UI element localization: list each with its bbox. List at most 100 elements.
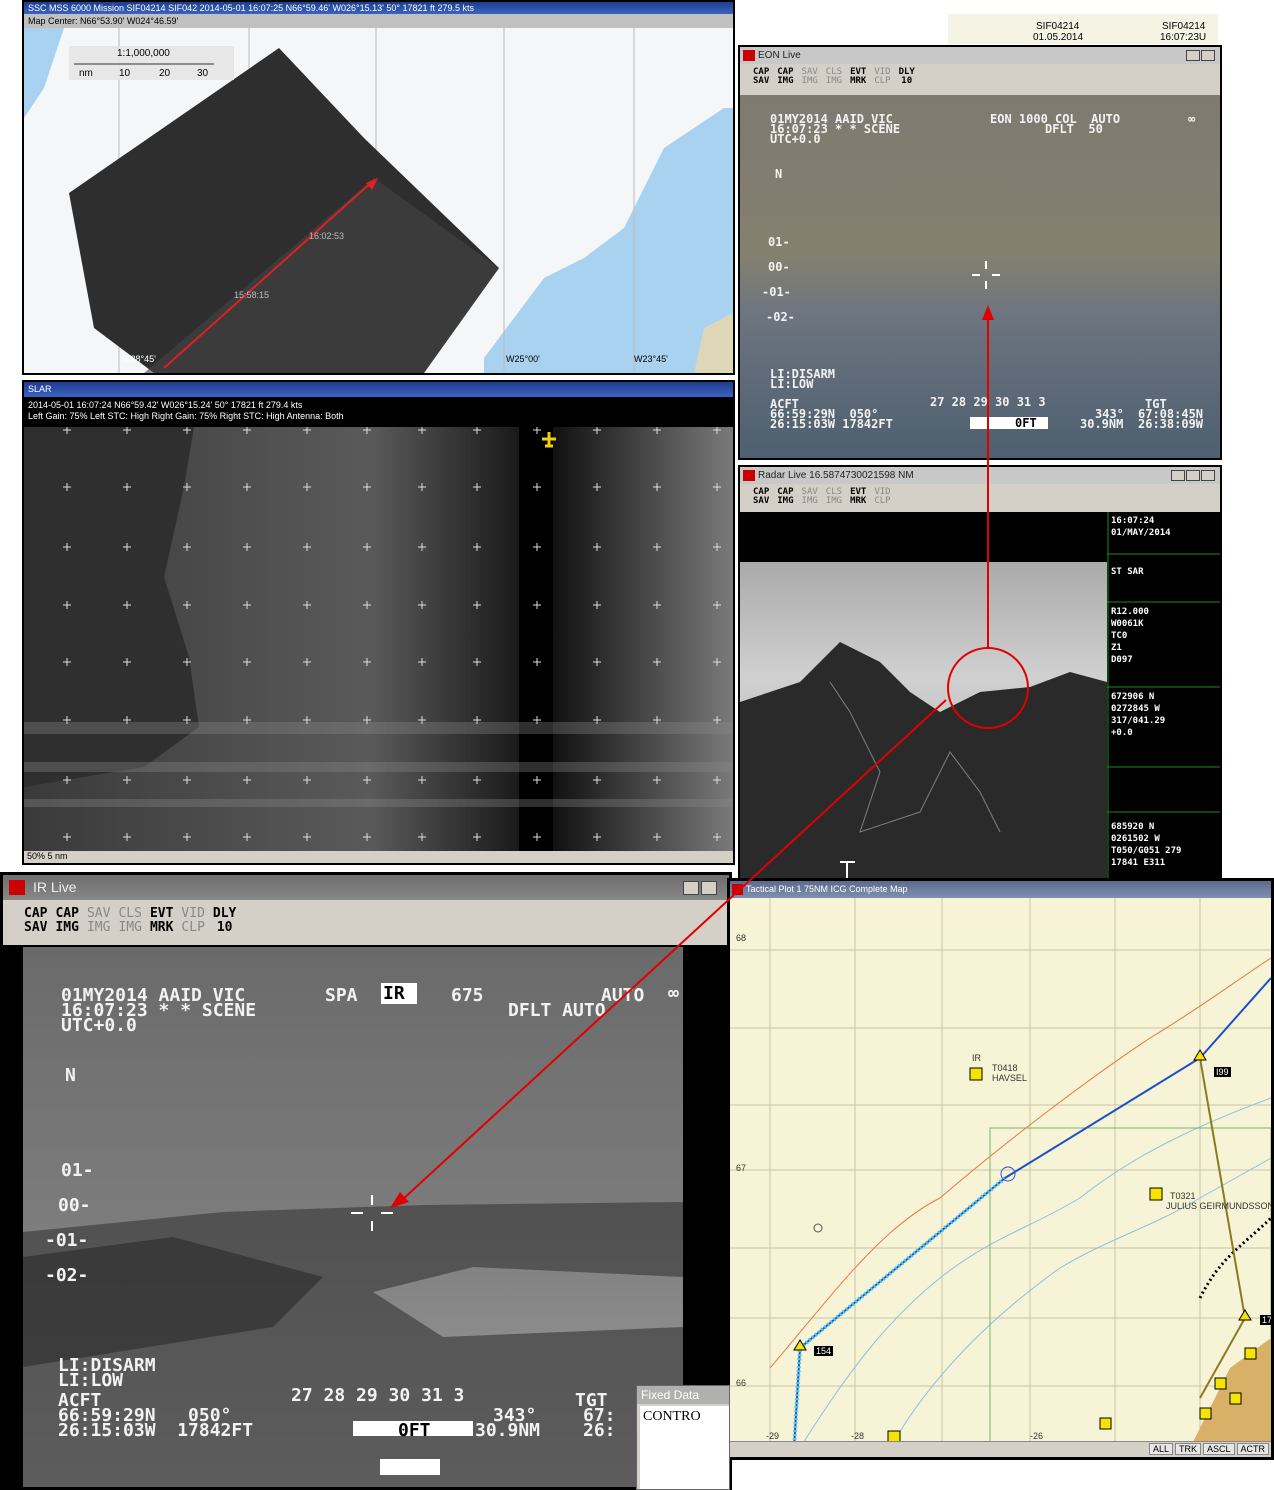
scale-unit: 10	[119, 68, 131, 79]
radar-readout: TC0	[1111, 631, 1128, 641]
radar-image	[740, 512, 1107, 878]
toolbar-button[interactable]: SAV IMG	[799, 487, 821, 508]
status-button[interactable]: ALL	[1148, 1443, 1173, 1455]
eon-window: EON Live CAP SAV CAP IMG SAV IMG CLS IMG EVT MRK V…	[738, 45, 1222, 460]
app-icon	[732, 884, 743, 895]
button-label: CLS	[825, 487, 843, 497]
toolbar-button[interactable]: CAP SAV	[750, 487, 772, 508]
grid-cross	[473, 483, 481, 491]
radar-readout: 685920 N	[1111, 822, 1155, 832]
grid-cross	[533, 601, 541, 609]
toolbar-button[interactable]: EVT MRK	[147, 906, 176, 935]
minimize-button[interactable]	[683, 881, 699, 895]
toolbar-button[interactable]: CAP IMG	[774, 67, 796, 88]
grid-cross	[418, 427, 426, 434]
toolbar-button[interactable]: VID CLP	[871, 67, 893, 88]
status-button[interactable]: ASCL	[1202, 1443, 1235, 1455]
toolbar-button[interactable]: CAP IMG	[52, 906, 81, 935]
grid-cross	[593, 483, 601, 491]
toolbar-button[interactable]: VID CLP	[178, 906, 207, 935]
video-overlay-text: 27 28 29 30 31 3	[291, 1385, 465, 1406]
ir-window: IR Live CAP SAV CAP IMG SAV IMG CLS IMG EVT MRK VI…	[0, 872, 732, 1490]
grid-cross	[653, 427, 661, 434]
video-overlay-text: DFLT 50	[1045, 122, 1103, 136]
map-label: T0418	[992, 1063, 1018, 1073]
toolbar-button[interactable]: DLY 10	[896, 67, 918, 88]
grid-cross	[653, 483, 661, 491]
tactical-map	[730, 898, 1271, 1448]
status-button[interactable]: TRK	[1174, 1443, 1201, 1455]
radar-readout: +0.0	[1111, 728, 1133, 738]
radar-window: Radar Live 16.5874730021598 NM CAP SAV CAP…	[738, 465, 1222, 880]
video-overlay-text: UTC+0.0	[770, 132, 821, 146]
toolbar-button[interactable]: EVT MRK	[847, 487, 869, 508]
grid-cross	[363, 716, 371, 724]
toolbar-button[interactable]: CLS IMG	[823, 67, 845, 88]
maximize-button[interactable]	[1201, 50, 1215, 61]
toolbar-button[interactable]: DLY 10	[210, 906, 239, 935]
radar-readout: D097	[1111, 655, 1133, 665]
minimize-button[interactable]	[1186, 50, 1200, 61]
toolbar-button[interactable]: SAV IMG	[84, 906, 113, 935]
video-overlay-text: UTC+0.0	[61, 1015, 137, 1036]
land	[694, 313, 733, 373]
grid-cross	[363, 427, 371, 434]
grid-cross	[593, 658, 601, 666]
map-label: 66	[736, 1378, 747, 1388]
track-line	[163, 179, 375, 369]
track-time: 16:02:53	[309, 231, 345, 241]
button-label: CLS	[825, 67, 843, 77]
video-overlay-text: TGT	[1145, 397, 1167, 411]
map-label: -28	[851, 1431, 865, 1441]
button-label: EVT	[850, 487, 867, 497]
toolbar-button[interactable]: CAP SAV	[21, 906, 50, 935]
video-overlay-text: 01MY2014 AAID VIC	[61, 985, 246, 1006]
grid-cross	[303, 601, 311, 609]
grid-cross	[653, 658, 661, 666]
mission-time: 16:07:23U	[1160, 32, 1207, 43]
toolbar-button[interactable]: CAP IMG	[774, 487, 796, 508]
grid-cross	[653, 543, 661, 551]
grid-cross	[183, 543, 191, 551]
slar-swath	[144, 178, 499, 373]
video-overlay-text: 01-	[61, 1160, 94, 1181]
toolbar-button[interactable]: CAP SAV	[750, 67, 772, 88]
video-overlay-text: ACFT	[58, 1390, 102, 1411]
minimize-button[interactable]	[1171, 470, 1185, 481]
waypoint-label: 154	[814, 1346, 834, 1356]
toolbar-button[interactable]: VID CLP	[871, 487, 893, 508]
radar-title: Radar Live 16.5874730021598 NM	[740, 467, 1220, 484]
grid-cross	[473, 658, 481, 666]
video-overlay-text: -01-	[762, 285, 791, 299]
video-overlay-text: 26:15:03W 17842FT	[58, 1420, 254, 1441]
close-button[interactable]	[1201, 470, 1215, 481]
grid-cross	[243, 658, 251, 666]
video-overlay-text: 67:08:45N	[1138, 407, 1204, 421]
grid-cross	[63, 833, 71, 841]
grid-cross	[533, 483, 541, 491]
grid-cross	[63, 776, 71, 784]
grid-cross	[473, 427, 481, 434]
grid-cross	[473, 543, 481, 551]
status-button[interactable]: ACTR	[1236, 1443, 1269, 1455]
button-label: IMG	[825, 496, 843, 507]
grid-cross	[593, 543, 601, 551]
grid-cross	[183, 427, 191, 434]
maximize-button[interactable]	[1186, 470, 1200, 481]
button-label: 10	[901, 76, 913, 87]
video-overlay-text: ∞	[1188, 112, 1196, 126]
toolbar-button[interactable]: SAV IMG	[799, 67, 821, 88]
toolbar-button[interactable]: CLS IMG	[823, 487, 845, 508]
map-label: -26	[1030, 1431, 1044, 1441]
grid-cross	[533, 658, 541, 666]
grid-cross	[183, 601, 191, 609]
video-overlay-text: 00-	[58, 1195, 91, 1216]
map-canvas	[24, 28, 733, 373]
maximize-button[interactable]	[701, 881, 717, 895]
button-label: CLS	[118, 906, 142, 921]
toolbar-button[interactable]: EVT MRK	[847, 67, 869, 88]
button-label: IMG	[801, 496, 818, 507]
grid-cross	[63, 716, 71, 724]
button-label: IMG	[118, 919, 142, 935]
toolbar-button[interactable]: CLS IMG	[115, 906, 144, 935]
